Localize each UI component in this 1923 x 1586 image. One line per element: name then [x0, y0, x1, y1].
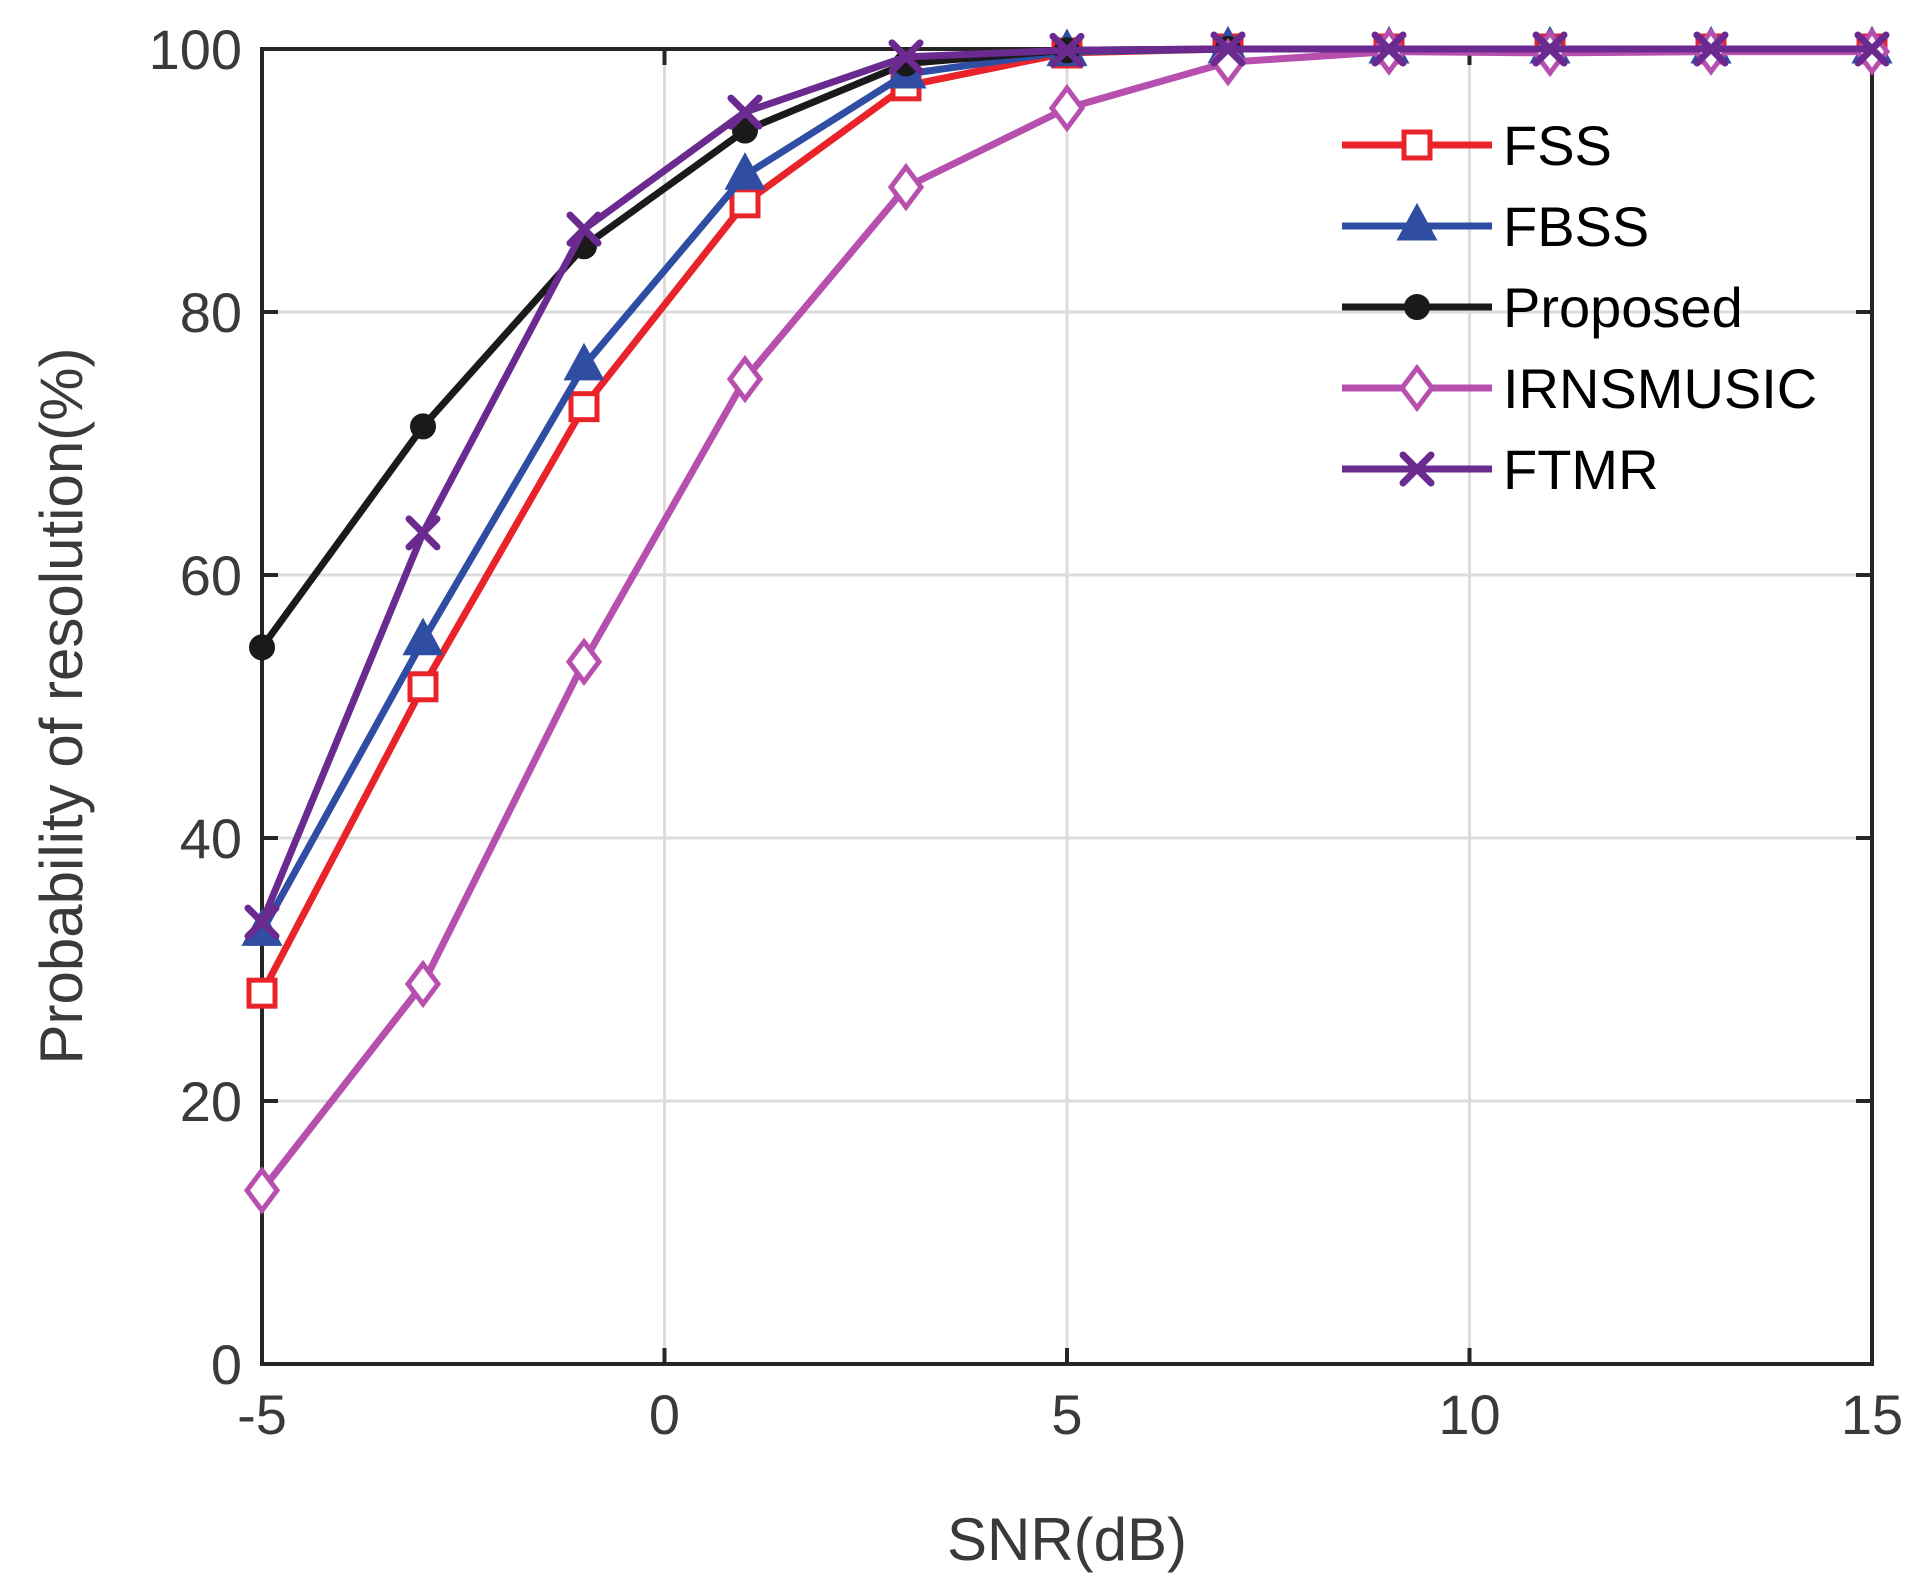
data-point-fbss [724, 152, 766, 190]
x-tick-label: -5 [237, 1383, 287, 1446]
x-tick-label: 10 [1438, 1383, 1500, 1446]
legend-item-irnsmusic: IRNSMUSIC [1342, 357, 1817, 420]
legend-marker-ftmr [1399, 451, 1435, 487]
data-point-fss [568, 391, 600, 423]
y-tick-label: 40 [180, 807, 242, 870]
legend-marker-fbss [1396, 202, 1438, 241]
y-axis-title: Probability of resolution(%) [28, 348, 95, 1065]
data-point-ftmr [1371, 31, 1407, 67]
x-axis-title: SNR(dB) [947, 1506, 1187, 1573]
data-point-fss [407, 671, 439, 703]
legend: FSS FBSS Proposed IRNSMUSIC FTMR [1342, 114, 1817, 501]
data-point-irnsmusic [887, 162, 925, 212]
y-tick-label: 60 [180, 544, 242, 607]
x-tick-label: 5 [1051, 1383, 1082, 1446]
y-tick-label: 80 [180, 281, 242, 344]
data-point-irnsmusic [726, 354, 764, 404]
data-point-ftmr [1854, 31, 1890, 67]
series-group [241, 25, 1893, 1215]
data-point-ftmr [1693, 31, 1729, 67]
y-tick-label: 0 [211, 1333, 242, 1396]
data-point-fbss [563, 342, 605, 381]
legend-label-irnsmusic: IRNSMUSIC [1503, 357, 1817, 420]
legend-label-fbss: FBSS [1503, 195, 1649, 258]
legend-item-fss: FSS [1342, 114, 1612, 177]
data-point-irnsmusic [1048, 84, 1086, 133]
legend-item-proposed: Proposed [1342, 276, 1743, 339]
data-point-ftmr [1049, 32, 1085, 68]
data-point-fss [246, 977, 278, 1009]
x-tick-label: 0 [649, 1383, 680, 1446]
legend-item-fbss: FBSS [1342, 195, 1649, 258]
data-point-ftmr [1532, 31, 1568, 67]
data-point-fss [729, 187, 761, 219]
legend-marker-irnsmusic [1398, 363, 1436, 413]
y-tick-label: 100 [149, 18, 242, 81]
data-point-ftmr [1210, 31, 1246, 67]
y-tick-label: 20 [180, 1070, 242, 1133]
legend-marker-fss [1401, 129, 1433, 161]
data-point-ftmr [244, 904, 280, 940]
data-point-proposed [249, 634, 275, 661]
legend-label-fss: FSS [1503, 114, 1612, 177]
legend-label-ftmr: FTMR [1503, 438, 1659, 501]
data-point-ftmr [727, 94, 763, 130]
x-tick-label: 15 [1841, 1383, 1903, 1446]
legend-marker-proposed [1404, 294, 1430, 320]
data-point-proposed [410, 413, 436, 440]
data-point-ftmr [888, 39, 924, 75]
data-point-irnsmusic [404, 959, 442, 1009]
legend-label-proposed: Proposed [1503, 276, 1743, 339]
data-point-fbss [402, 617, 444, 656]
data-point-ftmr [405, 515, 441, 551]
data-point-ftmr [566, 211, 602, 247]
legend-item-ftmr: FTMR [1342, 438, 1659, 501]
data-point-proposed [732, 117, 758, 144]
data-point-irnsmusic [565, 637, 603, 686]
series-ftmr [244, 31, 1890, 940]
data-point-irnsmusic [243, 1166, 281, 1215]
